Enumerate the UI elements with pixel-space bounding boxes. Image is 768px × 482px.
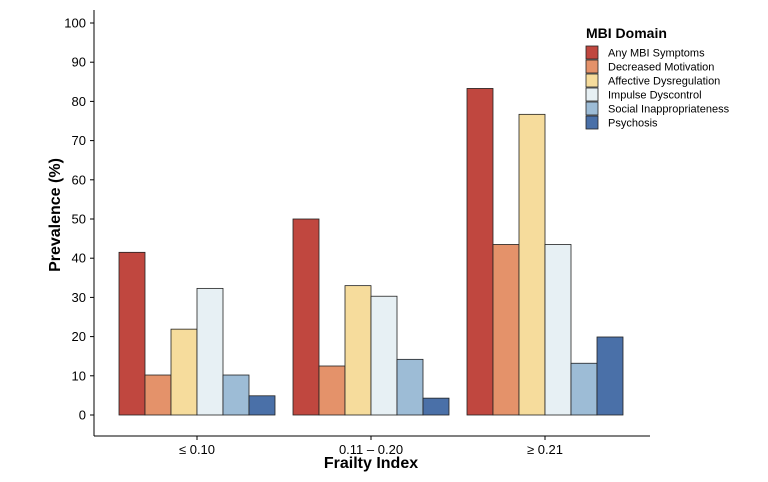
bar-impulse-dyscontrol: [544, 244, 572, 416]
legend-label: Social Inappropriateness: [608, 104, 730, 116]
y-tick-label: 10: [72, 368, 86, 383]
bar-decreased-motivation: [318, 365, 346, 416]
legend-label: Psychosis: [608, 118, 658, 130]
y-tick-label: 90: [72, 55, 86, 70]
bar-social-inappropriateness: [396, 358, 424, 416]
bar-impulse-dyscontrol: [196, 287, 224, 416]
bars: [118, 88, 624, 416]
y-tick-label: 0: [79, 408, 86, 423]
legend-swatch: [585, 45, 599, 60]
bar-affective-dysregulation: [170, 328, 198, 416]
x-axis-title: Frailty Index: [324, 455, 418, 472]
bar-decreased-motivation: [492, 244, 520, 416]
y-axis-title: Prevalence (%): [47, 158, 64, 272]
legend-swatch: [585, 87, 599, 102]
y-tick-label: 40: [72, 251, 86, 266]
bar-social-inappropriateness: [570, 362, 598, 416]
x-axis-ticks: ≤ 0.10 0.11 – 0.20 ≥ 0.21: [179, 436, 563, 457]
y-tick-label: 100: [64, 16, 86, 31]
x-tick-label: ≤ 0.10: [179, 442, 215, 457]
y-tick-label: 20: [72, 329, 86, 344]
legend-swatch: [585, 59, 599, 74]
legend-swatch: [585, 73, 599, 88]
legend-label: Any MBI Symptoms: [608, 48, 705, 60]
x-tick-label: 0.11 – 0.20: [339, 442, 403, 457]
y-tick-label: 70: [72, 133, 86, 148]
bar-affective-dysregulation: [518, 113, 546, 416]
y-tick-label: 30: [72, 290, 86, 305]
legend-swatch: [585, 101, 599, 116]
bar-decreased-motivation: [144, 374, 172, 416]
y-tick-label: 50: [72, 212, 86, 227]
bar-any-mbi-symptoms: [466, 88, 494, 416]
legend-label: Impulse Dyscontrol: [608, 90, 702, 102]
bar-psychosis: [422, 397, 450, 416]
x-tick-label: ≥ 0.21: [527, 442, 563, 457]
legend-title: MBI Domain: [586, 25, 667, 41]
y-tick-label: 80: [72, 94, 86, 109]
bar-psychosis: [596, 336, 624, 416]
bar-impulse-dyscontrol: [370, 295, 398, 416]
y-tick-label: 60: [72, 172, 86, 187]
bar-affective-dysregulation: [344, 285, 372, 416]
bar-social-inappropriateness: [222, 374, 250, 416]
legend-swatch: [585, 115, 599, 130]
bar-psychosis: [248, 395, 276, 416]
legend-label: Affective Dysregulation: [608, 76, 720, 88]
bar-any-mbi-symptoms: [292, 218, 320, 416]
legend: MBI Domain Any MBI Symptoms Decreased Mot…: [585, 25, 730, 130]
y-axis-ticks: 0 10 20 30 40 50 60 70 80 90 100: [64, 16, 94, 423]
bar-any-mbi-symptoms: [118, 251, 146, 416]
legend-label: Decreased Motivation: [608, 62, 714, 74]
